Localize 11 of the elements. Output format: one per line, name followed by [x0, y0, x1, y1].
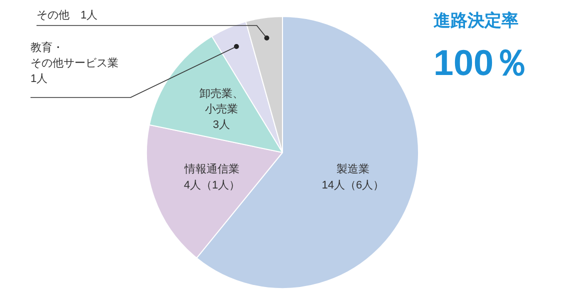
data-label: 4人（1人）	[184, 179, 240, 192]
data-label: 3人	[212, 118, 230, 131]
slice-label: その他 1人	[36, 10, 98, 22]
slice-label: 情報通信業	[184, 162, 240, 176]
text: 進路決定率	[434, 11, 518, 30]
text: 100％	[434, 42, 530, 83]
data-label: 1人	[30, 73, 48, 86]
slice-label: 教育・その他サービス業	[30, 40, 118, 70]
data-label: 14人（6人）	[322, 179, 384, 192]
slice-label: 卸売業、小売業	[199, 86, 244, 116]
slice-label: 製造業	[336, 162, 370, 176]
